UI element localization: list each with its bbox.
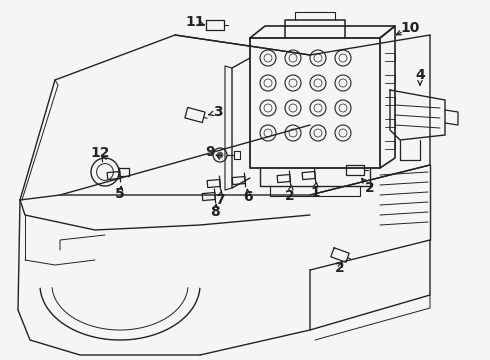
Text: 11: 11 bbox=[185, 15, 205, 29]
Text: 2: 2 bbox=[365, 181, 375, 195]
Text: 6: 6 bbox=[243, 190, 253, 204]
Text: 2: 2 bbox=[285, 189, 295, 203]
Text: 2: 2 bbox=[335, 261, 345, 275]
Text: 1: 1 bbox=[310, 186, 320, 200]
Text: 7: 7 bbox=[215, 193, 225, 207]
Text: 12: 12 bbox=[90, 146, 110, 160]
Text: 5: 5 bbox=[115, 187, 125, 201]
Text: 9: 9 bbox=[205, 145, 215, 159]
Text: 4: 4 bbox=[415, 68, 425, 82]
Text: 8: 8 bbox=[210, 205, 220, 219]
Text: 3: 3 bbox=[213, 105, 223, 119]
Text: 10: 10 bbox=[400, 21, 420, 35]
Circle shape bbox=[217, 152, 223, 158]
